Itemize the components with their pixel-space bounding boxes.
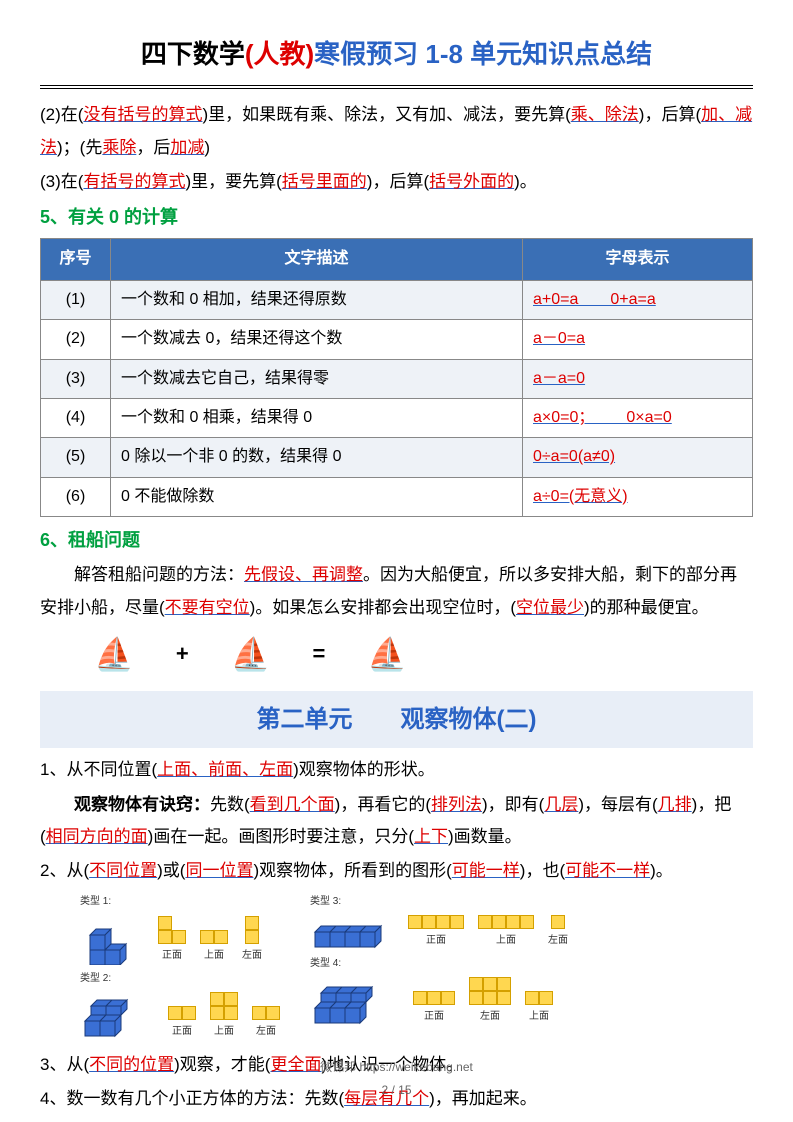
th-desc: 文字描述 (111, 239, 523, 280)
title-blue: 寒假预习 1-8 单元知识点总结 (314, 39, 652, 69)
section-6-header: 6、租船问题 (40, 523, 753, 557)
boat-paragraph: 解答租船问题的方法：先假设、再调整。因为大船便宜，所以多安排大船，剩下的部分再安… (40, 559, 753, 684)
cube-3d-icon (310, 986, 395, 1026)
zero-calc-table: 序号 文字描述 字母表示 (1)一个数和 0 相加，结果还得原数a+0=a 0+… (40, 238, 753, 517)
item-1b: 观察物体有诀窍：先数(看到几个面)，再看它的(排列法)，即有(几层)，每层有(几… (40, 789, 753, 854)
section-5-header: 5、有关 0 的计算 (40, 200, 753, 234)
table-row: (4)一个数和 0 相乘，结果得 0a×0=0； 0×a=0 (41, 399, 753, 438)
item-2: 2、从(不同位置)或(同一位置)观察物体，所看到的图形(可能一样)，也(可能不一… (40, 855, 753, 887)
unit-2-title: 第二单元 观察物体(二) (40, 691, 753, 749)
title-black: 四下数学 (141, 39, 245, 69)
title-red: (人教) (245, 39, 314, 69)
ship-equation: ⛵ + ⛵ = ⛵ (60, 624, 407, 685)
paragraph-3: (3)在(有括号的算式)里，要先算(括号里面的)，后算(括号外面的)。 (40, 166, 753, 198)
th-num: 序号 (41, 239, 111, 280)
paragraph-2: (2)在(没有括号的算式)里，如果既有乘、除法，又有加、减法，要先算(乘、除法)… (40, 99, 753, 164)
table-row: (5)0 除以一个非 0 的数，结果得 00÷a=0(a≠0) (41, 438, 753, 477)
ship-icon: ⛵ (197, 624, 271, 685)
th-formula: 字母表示 (523, 239, 753, 280)
table-row: (2)一个数减去 0，结果还得这个数a－0=a (41, 320, 753, 359)
cube-3d-icon (80, 996, 150, 1041)
page-title: 四下数学(人教)寒假预习 1-8 单元知识点总结 (40, 30, 753, 89)
cube-3d-icon (80, 915, 140, 965)
table-row: (1)一个数和 0 相加，结果还得原数a+0=a 0+a=a (41, 280, 753, 319)
table-row: (3)一个数减去它自己，结果得零a－a=0 (41, 359, 753, 398)
item-1: 1、从不同位置(上面、前面、左面)观察物体的形状。 (40, 754, 753, 786)
ship-icon: ⛵ (333, 624, 407, 685)
cube-3d-icon (310, 920, 390, 950)
ship-icon: ⛵ (60, 624, 134, 685)
table-row: (6)0 不能做除数a÷0=(无意义) (41, 477, 753, 516)
footer: 微课邦 https://weikebang.net 2 / 15 (0, 1056, 793, 1102)
cube-diagrams: 类型 1: 正面 上面 左面 类型 2: (40, 892, 753, 1041)
